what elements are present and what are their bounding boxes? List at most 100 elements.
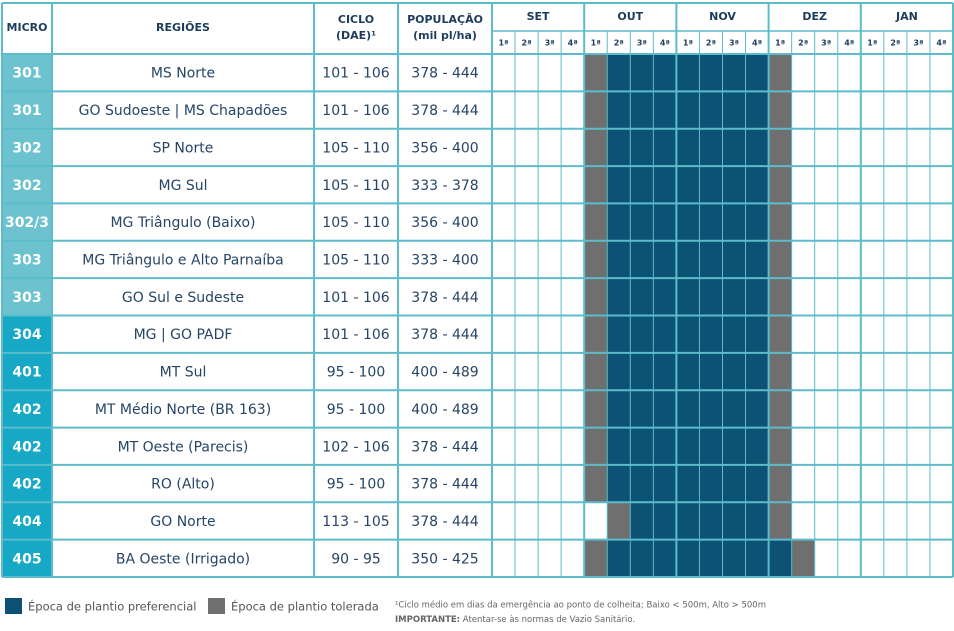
preferred-week [630,240,654,279]
tolerated-week [584,315,608,353]
preferred-week [722,502,746,540]
week-label: 1ª [498,39,508,48]
month-label: DEZ [802,10,827,23]
preferred-week [722,54,746,92]
ciclo: 105 - 110 [322,178,389,194]
micro-cell [2,427,52,465]
tolerated-week [768,54,792,92]
preferred-week [607,427,631,465]
important-label: IMPORTANTE: [395,615,460,625]
region: GO Sudoeste | MS Chapadões [79,103,288,119]
preferred-week [676,54,700,92]
micro: 402 [12,477,41,493]
week-label: 4ª [752,39,762,48]
week-label: 2ª [706,39,716,48]
preferred-week [630,91,654,129]
preferred-week [745,278,769,316]
preferred-week [745,539,769,577]
region: MG Triângulo e Alto Parnaíba [82,252,283,268]
preferred-week [699,203,723,241]
ciclo: 105 - 110 [322,215,389,231]
week-label: 1ª [683,39,693,48]
region: GO Sul e Sudeste [122,290,244,306]
region: MG Sul [158,178,207,194]
preferred-week [722,390,746,428]
micro: 303 [12,290,41,306]
week-label: 4ª [844,39,854,48]
tolerated-week [768,128,792,167]
preferred-week [630,128,654,167]
preferred-week [653,203,677,241]
preferred-week [653,464,677,503]
tolerated-week [607,502,631,540]
micro: 404 [12,514,41,530]
populacao: 378 - 444 [411,327,478,343]
tolerated-week [584,278,608,316]
micro: 402 [12,439,41,455]
micro: 302 [12,140,41,156]
preferred-week [630,203,654,241]
preferred-week [607,352,631,391]
preferred-week [722,128,746,167]
preferred-week [653,240,677,279]
preferred-week [630,390,654,428]
region: RO (Alto) [151,477,215,493]
tolerated-week [768,278,792,316]
ciclo: 90 - 95 [331,551,381,567]
header-populacao: POPULAÇÃO [407,13,483,26]
preferred-week [699,464,723,503]
preferred-week [653,502,677,540]
preferred-week [630,315,654,353]
region: SP Norte [153,140,214,156]
populacao: 333 - 378 [411,178,478,194]
preferred-week [745,203,769,241]
ciclo: 102 - 106 [322,439,389,455]
preferred-week [676,203,700,241]
preferred-week [722,539,746,577]
micro: 302 [12,178,41,194]
ciclo: 95 - 100 [327,477,386,493]
preferred-week [607,464,631,503]
preferred-week [745,128,769,167]
tolerated-week [768,427,792,465]
week-label: 1ª [591,39,601,48]
legend-preferred: Época de plantio preferencial [28,599,196,614]
preferred-week [630,352,654,391]
populacao: 333 - 400 [411,252,478,268]
preferred-week [653,352,677,391]
preferred-week [676,166,700,204]
ciclo: 101 - 106 [322,103,389,119]
week-label: 4ª [936,39,946,48]
preferred-week [653,54,677,92]
region: BA Oeste (Irrigado) [116,551,250,567]
ciclo: 105 - 110 [322,140,389,156]
micro-cell [2,278,52,316]
tolerated-week [791,539,815,577]
tolerated-week [768,315,792,353]
tolerated-week [584,427,608,465]
preferred-week [699,502,723,540]
preferred-week [699,91,723,129]
week-label: 2ª [890,39,900,48]
preferred-week [699,54,723,92]
micro: 401 [12,365,41,381]
ciclo: 95 - 100 [327,402,386,418]
micro-cell [2,54,52,92]
preferred-week [676,240,700,279]
populacao: 378 - 444 [411,66,478,82]
preferred-week [676,390,700,428]
footnote: ¹Ciclo médio em dias da emergência ao po… [395,600,766,611]
preferred-week [699,128,723,167]
week-label: 3ª [545,39,555,48]
preferred-week [607,315,631,353]
month-label: NOV [709,10,736,23]
micro: 402 [12,402,41,418]
micro-cell [2,91,52,129]
preferred-week [630,166,654,204]
micro: 303 [12,252,41,268]
micro-cell [2,390,52,428]
preferred-week [653,390,677,428]
tolerated-week [584,240,608,279]
region: GO Norte [150,514,215,530]
micro-cell [2,539,52,577]
